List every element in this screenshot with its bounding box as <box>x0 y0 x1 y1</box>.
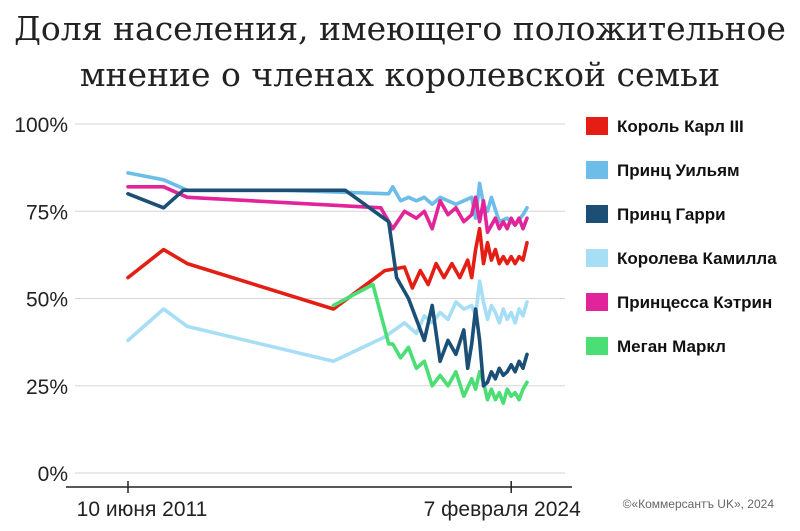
y-tick-label: 0% <box>38 463 68 486</box>
series-line-6 <box>331 282 529 406</box>
legend-swatch <box>586 249 608 267</box>
y-tick-label: 50% <box>26 289 68 312</box>
legend: Король Карл III Принц Уильям Принц Гарри Ко… <box>586 117 777 356</box>
legend-swatch <box>586 337 608 355</box>
series-line-3 <box>126 188 529 388</box>
y-tick-label: 75% <box>26 201 68 224</box>
legend-swatch <box>586 293 608 311</box>
legend-swatch <box>586 205 608 223</box>
legend-label: Королева Камилла <box>617 249 777 268</box>
legend-label: Принц Гарри <box>617 205 726 224</box>
legend-swatch <box>586 161 608 179</box>
series-lines <box>126 171 529 406</box>
legend-label: Король Карл III <box>617 117 744 136</box>
chart-title-line-1: Доля населения, имеющего положительное <box>14 9 786 48</box>
y-tick-label: 25% <box>26 376 68 399</box>
legend-label: Принц Уильям <box>617 161 740 180</box>
x-tick-label: 10 июня 2011 <box>77 498 208 521</box>
series-line-1 <box>126 226 529 311</box>
y-tick-label: 100% <box>14 114 68 137</box>
source-credit: ©«Коммерсантъ UK», 2024 <box>622 497 774 511</box>
x-axis: 10 июня 2011 7 февраля 2024 <box>66 481 581 521</box>
chart-title-line-2: мнение о членах королевской семьи <box>79 55 721 94</box>
legend-label: Меган Маркл <box>617 337 726 356</box>
legend-label: Принцесса Кэтрин <box>617 293 772 312</box>
legend-swatch <box>586 117 608 135</box>
series-line-2 <box>126 171 529 227</box>
y-axis-ticks: 0% 25% 50% 75% 100% <box>14 114 68 486</box>
chart-title: Доля населения, имеющего положительное м… <box>0 6 800 98</box>
x-tick-label: 7 февраля 2024 <box>424 498 581 521</box>
series-line-5 <box>126 185 529 234</box>
